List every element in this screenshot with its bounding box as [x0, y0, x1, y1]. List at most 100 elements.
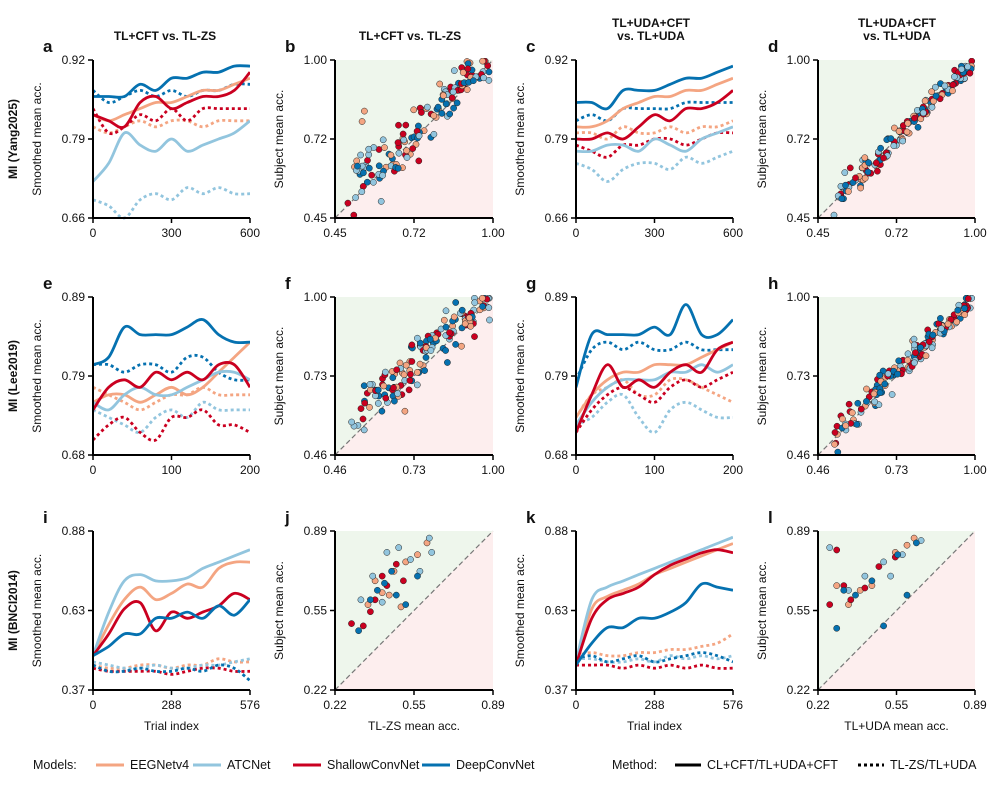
point-eegnetv4 [831, 440, 838, 448]
point-eegnetv4 [953, 318, 961, 326]
point-shallowconvnet [846, 164, 854, 172]
line-shallowconvnet-dotted [93, 408, 250, 442]
y-tick-label: 0.89 [304, 524, 328, 538]
x-tick-label: 0 [90, 226, 97, 240]
point-eegnetv4 [381, 144, 388, 151]
point-shallowconvnet [964, 295, 972, 303]
point-deepconvnet [458, 306, 466, 314]
point-shallowconvnet [382, 394, 390, 402]
line-deepconvnet-dotted [93, 82, 250, 105]
point-shallowconvnet [364, 157, 371, 164]
line-atcnet-solid [576, 535, 733, 663]
point-eegnetv4 [833, 582, 841, 589]
line-deepconvnet-dotted [576, 651, 733, 664]
point-deepconvnet [422, 354, 430, 361]
x-tick-label: 100 [161, 463, 181, 477]
point-deepconvnet [903, 591, 911, 599]
y-axis-label: Smoothed mean acc. [30, 319, 44, 432]
panel-h: h 0.46 0.73 1.00 0.46 0.73 1.00 Subject mean ac… [755, 274, 987, 477]
x-tick-label: 288 [161, 698, 181, 712]
point-eegnetv4 [461, 320, 469, 328]
x-axis-label: TL+UDA mean acc. [844, 719, 948, 733]
point-atcnet [450, 67, 458, 74]
line-eegnetv4-dotted [93, 385, 250, 412]
x-tick-label: 1.00 [963, 463, 987, 477]
line-eegnetv4-dotted [576, 119, 733, 141]
point-deepconvnet [929, 331, 937, 339]
point-atcnet [485, 304, 493, 312]
point-atcnet [899, 137, 907, 145]
point-shallowconvnet [407, 370, 414, 378]
y-tick-label: 0.66 [545, 211, 569, 225]
point-deepconvnet [389, 374, 397, 382]
point-shallowconvnet [415, 157, 423, 165]
legend-label-shallowconvnet: ShallowConvNet [327, 758, 420, 772]
point-atcnet [394, 390, 401, 397]
legend-models-label: Models: [33, 758, 77, 772]
line-atcnet-solid [93, 548, 250, 657]
point-atcnet [442, 307, 450, 315]
line-deepconvnet-solid [93, 598, 250, 657]
point-eegnetv4 [416, 360, 424, 368]
point-eegnetv4 [845, 188, 852, 195]
line-shallowconvnet-solid [576, 548, 733, 666]
point-deepconvnet [876, 371, 884, 379]
point-atcnet [382, 368, 389, 376]
line-eegnetv4-solid [576, 542, 733, 666]
x-tick-label: 0.89 [481, 698, 505, 712]
y-tick-label: 0.88 [62, 524, 86, 538]
point-eegnetv4 [385, 591, 393, 599]
line-deepconvnet-solid [93, 64, 250, 99]
row-labels: MI (Yang2025) MI (Lee2019) MI (BNCI2014) [6, 99, 20, 651]
point-deepconvnet [853, 421, 861, 428]
point-atcnet [887, 572, 894, 580]
line-eegnetv4-solid [576, 76, 733, 129]
point-shallowconvnet [367, 608, 374, 616]
point-shallowconvnet [912, 349, 919, 357]
point-eegnetv4 [430, 112, 438, 119]
y-tick-label: 0.72 [304, 132, 328, 146]
series-lines [576, 303, 733, 434]
point-eegnetv4 [921, 97, 929, 105]
legend-label-deepconvnet: DeepConvNet [456, 758, 535, 772]
panel-letter: k [526, 508, 536, 527]
point-atcnet [400, 136, 408, 144]
y-tick-label: 0.45 [787, 211, 811, 225]
x-tick-label: 1.00 [481, 463, 505, 477]
y-tick-label: 0.92 [62, 53, 86, 67]
point-shallowconvnet [399, 130, 407, 138]
point-deepconvnet [446, 110, 454, 118]
point-deepconvnet [442, 100, 450, 108]
point-eegnetv4 [904, 119, 912, 127]
panel-letter: e [43, 274, 52, 293]
point-eegnetv4 [848, 409, 856, 417]
point-atcnet [486, 316, 493, 324]
column-title-1: TL+CFT vs. TL-ZS [114, 29, 216, 43]
x-tick-label: 0.72 [402, 226, 426, 240]
y-axis-label: Subject mean acc. [755, 327, 769, 426]
point-shallowconvnet [393, 366, 401, 374]
point-atcnet [377, 198, 385, 205]
point-eegnetv4 [410, 106, 418, 114]
line-atcnet-dotted [93, 400, 250, 434]
point-atcnet [884, 370, 892, 378]
series-lines [93, 548, 250, 682]
point-atcnet [480, 74, 487, 82]
y-axis-label: Subject mean acc. [272, 327, 286, 426]
point-atcnet [449, 88, 457, 96]
y-tick-label: 1.00 [787, 53, 811, 67]
point-atcnet [395, 544, 403, 551]
panel-a: a 0 300 600 0.66 0.79 0.92 Smoothed mean acc. [30, 37, 260, 240]
y-tick-label: 0.88 [545, 524, 569, 538]
x-tick-label: 200 [240, 463, 260, 477]
point-shallowconvnet [966, 69, 974, 77]
point-eegnetv4 [366, 403, 373, 411]
point-deepconvnet [937, 315, 944, 322]
panel-b: b 0.45 0.72 1.00 0.45 0.72 1.00 Subject mean ac… [272, 37, 505, 240]
y-tick-label: 0.68 [62, 448, 86, 462]
point-eegnetv4 [944, 320, 952, 328]
point-atcnet [415, 132, 423, 140]
point-shallowconvnet [448, 94, 456, 102]
x-tick-label: 0.73 [885, 463, 909, 477]
point-shallowconvnet [359, 415, 367, 423]
